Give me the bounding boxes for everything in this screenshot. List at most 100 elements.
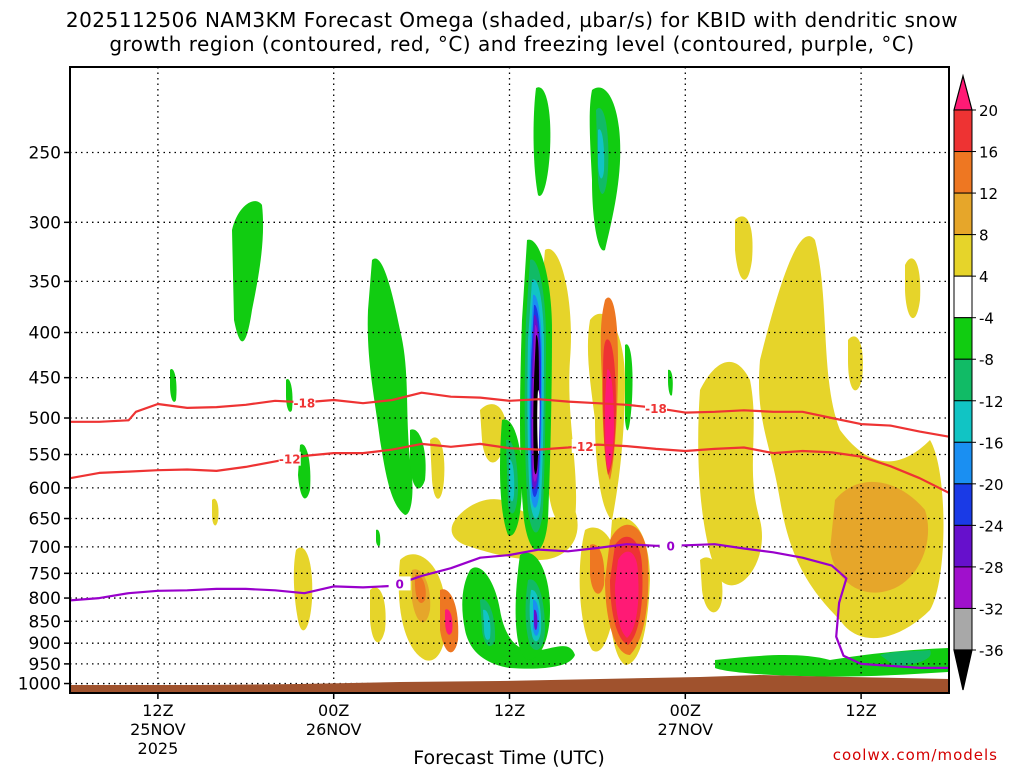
contour-label-bg (388, 576, 411, 591)
colorbar-segment (953, 192, 973, 236)
omega-positive-region (698, 361, 762, 586)
contour-label: -12 (572, 440, 594, 454)
colorbar-segment (953, 400, 973, 443)
colorbar-label: -16 (979, 434, 1004, 452)
contour-label-bg (293, 395, 316, 410)
colorbar-segment (953, 358, 973, 402)
colorbar-segment (953, 234, 973, 277)
omega-negative-core (509, 459, 515, 502)
x-tick-label: 12Z (142, 701, 173, 720)
y-tick-label: 700 (29, 538, 61, 558)
omega-negative-region (376, 529, 381, 547)
colorbar: 20 16 12 8 4 -4 -8 -12 -16 -20 -24 -28 -32 -36 (953, 73, 1004, 691)
omega-positive-region (700, 557, 723, 613)
y-tick-label: 350 (29, 272, 61, 292)
contour--12 (70, 442, 949, 494)
x-tick-label: 00Z (318, 701, 349, 720)
omega-negative-region (298, 444, 311, 499)
omega-positive-region (735, 216, 753, 280)
colorbar-label: -20 (979, 476, 1004, 494)
colorbar-top-arrow (953, 73, 973, 111)
omega-positive-core (830, 481, 929, 593)
colorbar-segment (953, 275, 973, 319)
omega-positive-region (370, 587, 386, 643)
contour-label: 0 (666, 540, 674, 554)
contour-label-bg (571, 439, 594, 454)
colorbar-label: 20 (979, 102, 998, 120)
colorbar-label: 8 (979, 227, 989, 245)
colorbar-segment (953, 566, 973, 609)
colorbar-label: 16 (979, 144, 998, 162)
y-tick-label: 750 (29, 564, 61, 584)
chart-title-line1: 2025112506 NAM3KM Forecast Omega (shaded… (65, 8, 959, 32)
omega-positive-region (430, 437, 445, 499)
colorbar-label: -8 (979, 351, 994, 369)
y-axis: 2503003504004505005506006507007508008509… (18, 143, 70, 695)
omega-negative-region (232, 201, 264, 342)
contour--18 (70, 391, 949, 438)
y-tick-label: 850 (29, 612, 61, 632)
omega-positive-region (293, 547, 313, 631)
omega-positive-region (848, 336, 863, 391)
y-tick-label: 650 (29, 510, 61, 530)
chart-title-line2: growth region (contoured, red, °C) and f… (109, 32, 915, 56)
terrain-surface (70, 675, 949, 693)
omega-positive-region (480, 404, 506, 463)
x-tick-label: 27NOV (658, 720, 714, 739)
y-tick-label: 1000 (18, 675, 61, 695)
colorbar-segment (953, 109, 973, 153)
omega-negative-region (668, 369, 673, 396)
omega-positive-core (590, 544, 605, 594)
omega-positive-core (445, 609, 453, 635)
omega-negative-region (170, 369, 177, 402)
omega-shading (170, 87, 948, 677)
omega-negative-core (483, 609, 491, 640)
x-tick-label: 12Z (845, 701, 876, 720)
y-tick-label: 450 (29, 369, 61, 389)
colorbar-segment (953, 607, 973, 651)
omega-negative-region (410, 429, 426, 489)
colorbar-label: -32 (979, 600, 1004, 618)
y-tick-label: 950 (29, 655, 61, 675)
y-tick-label: 900 (29, 634, 61, 654)
omega-positive-region (905, 258, 921, 319)
omega-negative-core (537, 390, 540, 456)
y-tick-label: 800 (29, 589, 61, 609)
y-tick-label: 500 (29, 409, 61, 429)
omega-negative-region (625, 344, 633, 431)
contour-label-bg (278, 451, 301, 466)
omega-positive-region (212, 498, 219, 526)
contour-label: -18 (294, 396, 316, 410)
omega-negative-core (598, 129, 605, 179)
omega-negative-core (533, 334, 539, 475)
omega-negative-core (534, 609, 538, 630)
y-tick-label: 250 (29, 143, 61, 163)
omega-negative-region (367, 258, 413, 515)
x-tick-label: 25NOV (130, 720, 186, 739)
colorbar-label: 12 (979, 185, 998, 203)
contour-label: 0 (395, 577, 403, 591)
x-tick-label: 00Z (670, 701, 701, 720)
contour-label-bg (659, 538, 682, 553)
colorbar-label: -36 (979, 642, 1004, 660)
colorbar-label: -12 (979, 393, 1004, 411)
y-tick-label: 300 (29, 213, 61, 233)
omega-negative-region (533, 87, 551, 196)
colorbar-segment (953, 524, 973, 568)
x-axis-title: Forecast Time (UTC) (413, 747, 604, 768)
contour-0 (70, 543, 949, 669)
credit-text: coolwx.com/models (832, 746, 998, 764)
y-tick-label: 550 (29, 446, 61, 466)
colorbar-segment (953, 317, 973, 360)
contour-label: -18 (645, 402, 667, 416)
contour-lines: -18 -18 -12 -12 0 0 (70, 391, 949, 669)
omega-positive-core (414, 574, 426, 603)
colorbar-bottom-arrow (953, 649, 973, 691)
x-tick-label: 26NOV (306, 720, 362, 739)
x-tick-label: 12Z (494, 701, 525, 720)
colorbar-label: -28 (979, 559, 1004, 577)
contour-label: -12 (279, 453, 301, 467)
colorbar-segment (953, 483, 973, 526)
